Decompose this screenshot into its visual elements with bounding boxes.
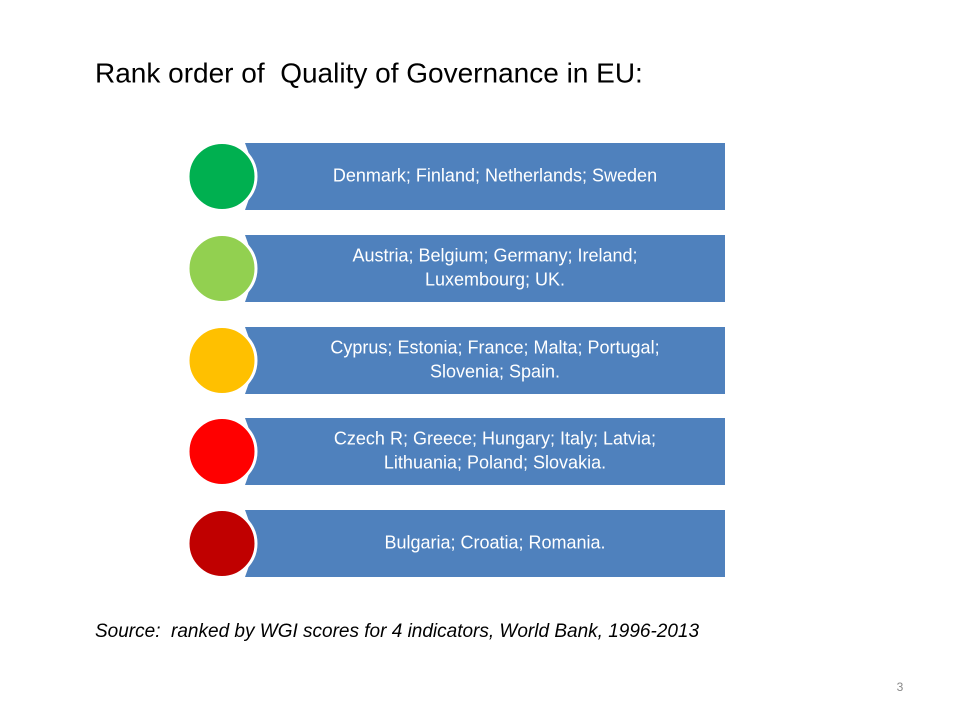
item-text: Bulgaria; Croatia; Romania. bbox=[384, 532, 605, 552]
item-text: Cyprus; Estonia; France; Malta; Portugal… bbox=[330, 337, 659, 357]
item-box bbox=[245, 510, 725, 577]
rank-circle bbox=[186, 233, 258, 304]
rank-circle bbox=[186, 416, 258, 487]
rank-circle bbox=[186, 508, 258, 579]
rank-circle bbox=[186, 325, 258, 396]
item-text: Lithuania; Poland; Slovakia. bbox=[384, 452, 606, 472]
rank-circle bbox=[186, 141, 258, 212]
slide-title: Rank order of Quality of Governance in E… bbox=[95, 57, 643, 88]
item-text: Luxembourg; UK. bbox=[425, 269, 565, 289]
item-box bbox=[245, 418, 725, 485]
page-number: 3 bbox=[897, 680, 904, 694]
item-text: Austria; Belgium; Germany; Ireland; bbox=[352, 245, 637, 265]
item-box bbox=[245, 143, 725, 210]
source-note: Source: ranked by WGI scores for 4 indic… bbox=[95, 621, 699, 642]
item-text: Denmark; Finland; Netherlands; Sweden bbox=[333, 165, 657, 185]
item-box bbox=[245, 327, 725, 394]
item-text: Czech R; Greece; Hungary; Italy; Latvia; bbox=[334, 428, 656, 448]
item-text: Slovenia; Spain. bbox=[430, 361, 560, 381]
item-box bbox=[245, 235, 725, 302]
